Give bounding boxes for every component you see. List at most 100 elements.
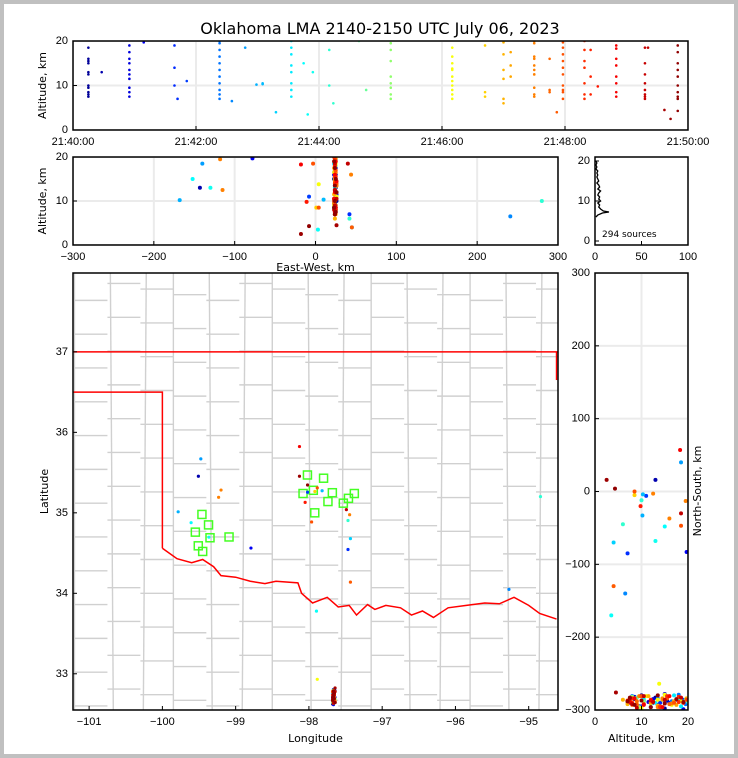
station-marker: [318, 473, 329, 483]
source-point: [614, 75, 618, 78]
source-point: [679, 511, 684, 516]
source-point: [332, 159, 337, 164]
y-axis-label: Altitude, km: [36, 52, 49, 119]
y-tick-label: 0: [62, 124, 68, 136]
source-point: [332, 183, 337, 188]
source-point: [243, 46, 247, 49]
source-point: [672, 693, 677, 698]
source-point: [561, 59, 565, 63]
source-point: [589, 93, 592, 96]
source-point: [87, 84, 90, 87]
source-point: [255, 83, 258, 86]
station-marker: [224, 532, 234, 542]
y-axis-label: Latitude: [38, 469, 51, 515]
source-point: [190, 177, 195, 181]
source-point: [349, 225, 354, 230]
source-point: [639, 698, 644, 703]
source-point: [589, 75, 592, 78]
source-point: [614, 44, 618, 47]
x-axis-label: East-West, km: [276, 261, 354, 274]
source-point: [502, 68, 505, 72]
source-point: [561, 90, 565, 94]
source-point: [589, 48, 592, 52]
source-point: [676, 44, 680, 47]
source-point: [176, 510, 180, 514]
source-point: [532, 55, 536, 58]
plot-area: [73, 273, 558, 710]
source-point: [87, 70, 90, 74]
source-point: [450, 55, 454, 58]
source-point: [509, 64, 512, 67]
county-line: [340, 273, 345, 710]
station-marker: [349, 488, 360, 499]
source-point: [348, 513, 352, 517]
source-point: [311, 70, 315, 74]
source-point: [87, 46, 90, 49]
source-point: [348, 580, 353, 584]
source-point: [509, 75, 512, 78]
station-marker: [310, 508, 320, 518]
y-tick-label: 100: [572, 413, 590, 425]
source-point: [218, 97, 221, 101]
source-point: [502, 53, 505, 56]
source-point: [643, 97, 647, 101]
source-point: [532, 93, 536, 96]
x-tick-label: −95: [519, 716, 538, 728]
x-tick-label: −300: [61, 251, 86, 263]
y-tick-label: 10: [56, 80, 68, 92]
source-point: [450, 75, 454, 78]
source-point: [674, 697, 679, 702]
y-axis-label: North-South, km: [691, 446, 704, 537]
source-point: [561, 97, 565, 101]
source-point: [389, 59, 393, 63]
source-point: [532, 68, 536, 72]
source-point: [128, 95, 131, 98]
source-point: [87, 57, 90, 61]
source-point: [638, 504, 643, 509]
source-point: [450, 97, 454, 101]
source-point: [332, 216, 337, 221]
source-point: [532, 57, 536, 61]
source-point: [315, 677, 319, 681]
county-line: [109, 273, 114, 710]
source-point: [230, 99, 234, 103]
source-point: [679, 523, 684, 528]
source-point: [389, 97, 393, 101]
source-point: [676, 84, 680, 87]
source-point: [87, 95, 90, 98]
chart-title: Oklahoma LMA 2140-2150 UTC July 06, 2023: [200, 19, 559, 38]
source-point: [483, 95, 487, 98]
source-point: [345, 161, 350, 166]
source-point: [316, 182, 321, 187]
source-point: [507, 587, 511, 591]
source-point: [389, 81, 393, 85]
source-point: [348, 537, 353, 541]
x-tick-label: 100: [679, 251, 697, 263]
source-point: [676, 68, 680, 72]
source-point: [364, 88, 368, 92]
figure: Oklahoma LMA 2140-2150 UTC July 06, 2023…: [4, 4, 734, 754]
source-point: [676, 90, 680, 94]
y-tick-label: −300: [565, 704, 590, 716]
source-point: [218, 75, 221, 78]
source-point: [450, 93, 454, 96]
source-point: [651, 491, 656, 496]
source-point: [676, 699, 681, 704]
source-point: [583, 66, 586, 69]
source-point: [128, 68, 131, 72]
panel-ew_alt: −300 −200 −100 0 100 200 300 0 10 20 East-West, km…: [36, 151, 567, 274]
station-marker: [298, 488, 308, 499]
source-point: [644, 493, 649, 498]
y-tick-label: 10: [56, 195, 68, 207]
source-point: [662, 697, 667, 702]
x-tick-label: 50: [635, 251, 647, 263]
source-point: [333, 700, 337, 705]
source-point: [632, 493, 637, 498]
x-tick-label: 20: [682, 716, 694, 728]
source-point: [611, 540, 616, 545]
source-point: [609, 613, 614, 618]
source-point: [303, 500, 307, 504]
y-tick-label: 35: [56, 507, 68, 519]
source-point: [596, 85, 600, 88]
source-point: [332, 199, 337, 203]
